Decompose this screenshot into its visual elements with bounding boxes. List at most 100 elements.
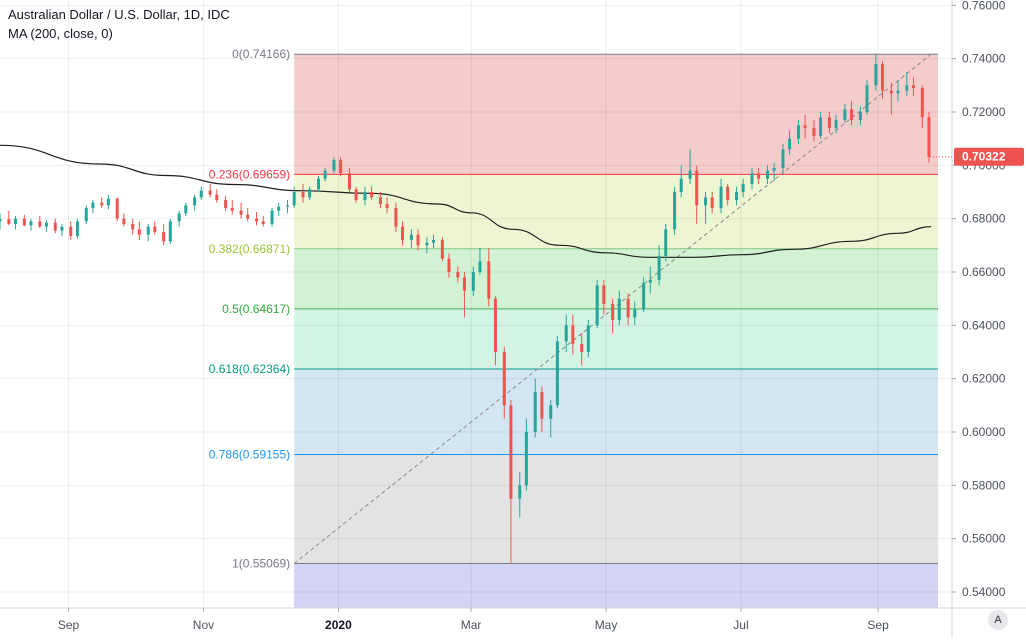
candle <box>432 234 436 248</box>
candle <box>168 218 172 244</box>
price-tick-label: 0.68000 <box>962 212 1006 226</box>
candle <box>874 54 878 91</box>
candle-body <box>874 64 878 86</box>
candle <box>757 168 761 184</box>
candle <box>688 149 692 184</box>
candle-body <box>239 210 243 215</box>
candle <box>370 186 374 200</box>
candle-body <box>230 208 234 211</box>
price-tick-label: 0.64000 <box>962 318 1006 332</box>
candle-body <box>788 138 792 150</box>
candle-body <box>208 190 212 195</box>
candle <box>277 202 281 216</box>
candle <box>571 314 575 355</box>
indicator-legend[interactable]: MA (200, close, 0) <box>8 26 113 41</box>
candle-body <box>564 325 568 342</box>
fib-zones <box>294 54 939 608</box>
candle <box>292 186 296 208</box>
candle <box>726 184 730 206</box>
candle <box>440 237 444 262</box>
fib-zone <box>294 248 939 309</box>
fib-level-label: 0.786(0.59155) <box>209 448 290 462</box>
time-tick-label: May <box>595 618 618 632</box>
candle <box>462 272 466 318</box>
candle <box>478 248 482 275</box>
candle-body <box>462 277 466 291</box>
candle <box>905 72 909 96</box>
candle-body <box>889 90 893 94</box>
candle-body <box>115 198 119 219</box>
candle-body <box>137 229 141 235</box>
candle-body <box>224 200 228 208</box>
candle <box>409 229 413 248</box>
ma-line <box>0 144 932 258</box>
candle-body <box>199 190 203 198</box>
candle-body <box>432 240 436 243</box>
time-tick-label: Mar <box>461 618 482 632</box>
candle-body <box>122 218 126 224</box>
fib-zone <box>294 454 939 564</box>
candle-body <box>834 120 838 128</box>
candle-body <box>162 232 166 242</box>
candle-body <box>796 125 800 139</box>
candle-body <box>69 226 73 236</box>
auto-scale-button[interactable]: A <box>988 610 1008 630</box>
candle <box>184 202 188 216</box>
candle-body <box>0 219 2 222</box>
candle-body <box>292 192 296 206</box>
candle-body <box>286 205 290 207</box>
candle-body <box>896 90 900 94</box>
candle-body <box>168 221 172 242</box>
candle-body <box>555 341 559 406</box>
candle-body <box>29 221 33 226</box>
candle-body <box>193 197 197 206</box>
candle <box>363 186 367 206</box>
candle <box>611 298 615 334</box>
candle-body <box>765 170 769 179</box>
price-axis-labels: 0.760000.740000.720000.700000.680000.660… <box>952 0 1006 599</box>
candle <box>642 277 646 312</box>
candle <box>819 112 823 139</box>
candle <box>502 346 506 419</box>
candle-body <box>679 178 683 192</box>
candle-body <box>339 160 343 174</box>
candle <box>323 168 327 182</box>
candle-body <box>44 222 48 227</box>
candle-body <box>602 285 606 304</box>
candle-body <box>688 170 692 179</box>
candle <box>843 104 847 123</box>
fib-level-label: 0.618(0.62364) <box>209 362 290 376</box>
candle-body <box>91 202 95 208</box>
candle-body <box>131 224 135 230</box>
candle-body <box>385 204 389 208</box>
candle <box>100 197 104 208</box>
candle <box>122 213 126 227</box>
candle-body <box>354 189 358 200</box>
candle-body <box>502 352 506 406</box>
candle-body <box>648 280 652 283</box>
candle <box>199 186 203 200</box>
price-tick-label: 0.66000 <box>962 265 1006 279</box>
candle-body <box>440 240 444 259</box>
candle-body <box>741 184 745 192</box>
candle <box>22 214 26 227</box>
candle <box>471 266 475 296</box>
candle-body <box>38 221 42 227</box>
candle <box>911 77 915 96</box>
candle-body <box>416 234 420 246</box>
candle-body <box>332 160 336 171</box>
candle-body <box>850 109 854 120</box>
candle <box>858 106 862 126</box>
candle-body <box>13 218 17 224</box>
candle <box>137 221 141 240</box>
fib-level-lines <box>294 53 938 564</box>
candle <box>261 216 265 227</box>
candle-body <box>347 173 351 190</box>
candle-body <box>905 85 909 91</box>
candle-body <box>308 189 312 198</box>
candle <box>146 224 150 242</box>
price-tick-label: 0.76000 <box>962 0 1006 12</box>
candle <box>617 290 621 326</box>
